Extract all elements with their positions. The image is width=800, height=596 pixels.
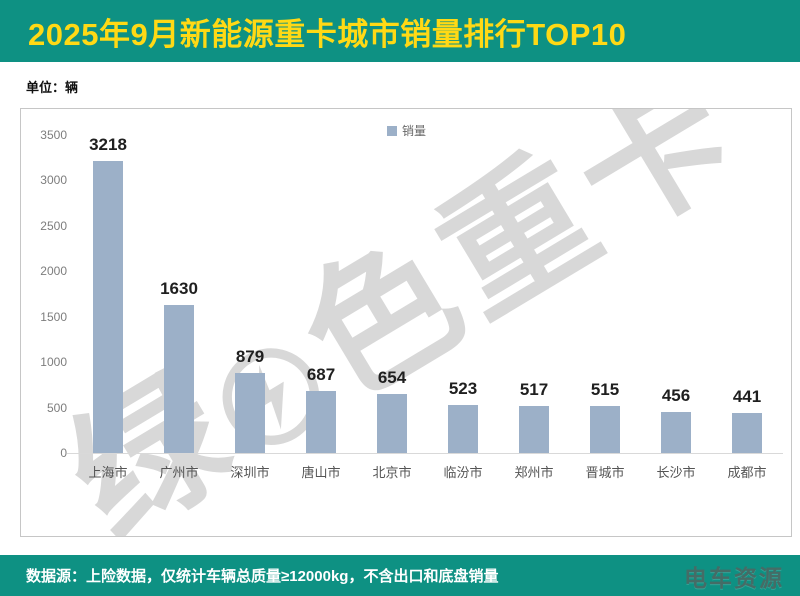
y-axis-tick-label: 1000 xyxy=(40,355,67,370)
bar-value-label: 3218 xyxy=(89,135,127,154)
x-axis-line xyxy=(67,453,783,454)
header-banner: 2025年9月新能源重卡城市销量排行TOP10 xyxy=(0,0,800,62)
bar-长沙市 xyxy=(661,412,691,453)
bar-北京市 xyxy=(377,394,407,453)
x-axis-label: 深圳市 xyxy=(230,465,270,480)
y-axis-tick-label: 2000 xyxy=(40,264,67,279)
bar-成都市 xyxy=(732,413,762,453)
chart-container: 绿 色重卡 销量 0 500 1000 1500 2000 2500 3000 3500 321… xyxy=(20,108,792,537)
y-axis-tick-label: 2500 xyxy=(40,218,67,233)
data-source-note: 数据源：上险数据，仅统计车辆总质量≥12000kg，不含出口和底盘销量 xyxy=(26,568,499,585)
plot-area: 0 500 1000 1500 2000 2500 3000 3500 3218 上海市 1630 广… xyxy=(21,109,791,536)
x-axis-label: 临汾市 xyxy=(443,465,483,480)
x-axis-label: 唐山市 xyxy=(301,465,341,480)
y-axis-tick-label: 3500 xyxy=(40,128,67,142)
page-title: 2025年9月新能源重卡城市销量排行TOP10 xyxy=(28,16,627,52)
bar-value-label: 1630 xyxy=(160,279,198,298)
y-axis-tick-label: 1500 xyxy=(40,309,67,324)
bar-深圳市 xyxy=(235,373,265,453)
bar-value-label: 456 xyxy=(661,386,691,405)
bar-临汾市 xyxy=(448,405,478,453)
bar-value-label: 654 xyxy=(377,368,407,387)
bar-广州市 xyxy=(164,305,194,453)
evpartner-logo: 电车资源 xyxy=(684,564,784,591)
bar-value-label: 879 xyxy=(235,347,265,366)
bar-上海市 xyxy=(93,161,123,453)
bar-value-label: 441 xyxy=(732,387,762,406)
y-axis-tick-label: 3000 xyxy=(40,173,67,188)
bar-value-label: 517 xyxy=(519,380,549,399)
x-axis-label: 上海市 xyxy=(88,465,128,480)
chart-legend: 销量 xyxy=(387,122,426,139)
x-axis-label: 长沙市 xyxy=(656,465,696,480)
bar-value-label: 523 xyxy=(448,379,478,398)
y-axis-tick-label: 500 xyxy=(46,400,67,415)
y-axis-tick-label: 0 xyxy=(60,446,67,460)
x-axis-label: 广州市 xyxy=(159,465,199,480)
legend-label: 销量 xyxy=(402,124,427,138)
bar-value-label: 515 xyxy=(590,380,620,399)
bar-晋城市 xyxy=(590,406,620,453)
bar-郑州市 xyxy=(519,406,549,453)
footer-banner: 数据源：上险数据，仅统计车辆总质量≥12000kg，不含出口和底盘销量 电车资源 xyxy=(0,555,800,596)
unit-label: 单位：辆 xyxy=(26,80,79,95)
x-axis-label: 成都市 xyxy=(727,465,767,480)
x-axis-label: 晋城市 xyxy=(585,465,625,480)
bar-唐山市 xyxy=(306,391,336,453)
x-axis-label: 北京市 xyxy=(372,465,412,480)
x-axis-label: 郑州市 xyxy=(514,465,554,480)
legend-swatch-icon xyxy=(387,125,397,136)
